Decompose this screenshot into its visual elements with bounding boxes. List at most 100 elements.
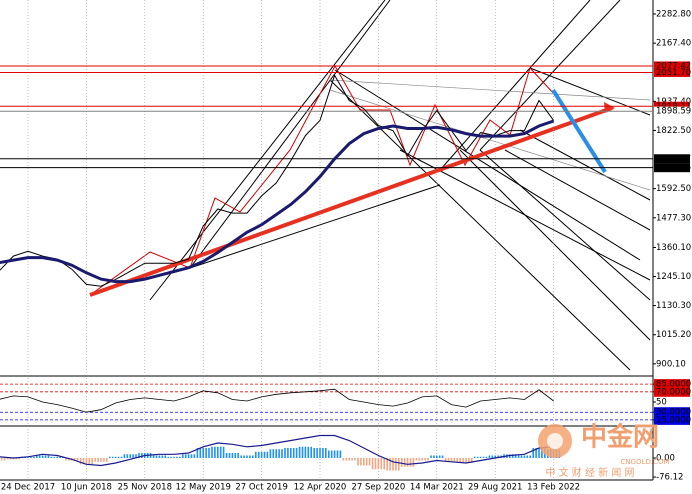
macd-bar	[205, 448, 207, 458]
macd-bar	[94, 458, 96, 462]
macd-bar	[129, 454, 131, 458]
x-tick-label: 27 Sep 2020	[351, 483, 405, 493]
macd-bar	[126, 454, 129, 458]
macd-bar	[450, 458, 453, 462]
macd-line	[0, 434, 554, 467]
macd-bar	[389, 458, 391, 471]
macd-bar	[409, 458, 412, 467]
macd-bar	[401, 458, 403, 467]
price-line	[0, 119, 555, 284]
macd-bar	[109, 456, 111, 458]
macd-bar	[307, 446, 310, 458]
macd-bar	[395, 458, 397, 471]
macd-bar	[59, 456, 61, 458]
macd-bar	[444, 458, 447, 462]
macd-bar	[488, 455, 491, 458]
macd-bar	[97, 458, 99, 462]
macd-bar	[447, 458, 450, 462]
x-tick-label: 24 Dec 2017	[1, 483, 55, 493]
macd-bar	[141, 453, 143, 458]
macd-bar	[278, 449, 280, 458]
macd-bar	[541, 448, 543, 458]
macd-bar	[301, 446, 304, 458]
macd-bar	[120, 456, 123, 458]
macd-bar	[135, 454, 137, 458]
macd-bar	[333, 450, 336, 458]
macd-bar	[73, 458, 76, 461]
macd-bar	[438, 455, 441, 458]
macd-bar	[339, 450, 342, 458]
macd-bar	[103, 458, 105, 462]
macd-bar	[161, 455, 164, 458]
macd-bar	[523, 455, 526, 458]
macd-bar	[179, 456, 181, 458]
level-box	[654, 154, 690, 164]
macd-bar	[368, 458, 371, 466]
macd-bar	[360, 458, 362, 466]
macd-bar	[44, 455, 47, 458]
x-tick-label: 25 Nov 2018	[118, 483, 172, 493]
macd-bar	[310, 446, 312, 458]
macd-bar	[38, 455, 41, 458]
macd-bar	[465, 458, 467, 463]
macd-bar	[222, 446, 225, 458]
macd-bar	[436, 455, 438, 458]
y-tick-label: 30.0000	[656, 408, 691, 418]
watermark-url: CNGOLD.COM	[620, 458, 669, 466]
macd-bar	[386, 458, 388, 471]
y-tick-label: 2282.80	[656, 9, 691, 19]
macd-bar	[196, 448, 199, 458]
macd-bar	[243, 455, 245, 458]
macd-bar	[412, 458, 415, 467]
level-box	[654, 101, 690, 111]
macd-bar	[292, 448, 295, 458]
macd-bar	[336, 450, 339, 458]
macd-bar	[53, 456, 56, 458]
macd-bar	[287, 448, 289, 458]
macd-bar	[246, 455, 248, 458]
macd-bar	[138, 453, 140, 458]
macd-bar	[76, 458, 79, 461]
macd-bar	[106, 458, 108, 462]
y-tick-label: 1245.10	[656, 272, 691, 282]
y-tick-label: 1015.20	[656, 330, 691, 340]
macd-bar	[3, 458, 6, 461]
y-tick-label: 1477.30	[656, 213, 691, 223]
x-tick-label: 12 Apr 2020	[294, 483, 347, 493]
macd-bar	[348, 458, 350, 461]
y-tick-label: -76.12	[656, 473, 683, 483]
macd-bar	[234, 453, 237, 458]
macd-bar	[9, 458, 12, 460]
macd-bar	[65, 458, 67, 461]
macd-bar	[325, 448, 327, 458]
macd-bar	[351, 458, 353, 461]
macd-bar	[208, 448, 210, 458]
y-tick-label: 1130.30	[656, 301, 691, 311]
y-tick-label: 900.10	[656, 359, 686, 369]
level-label: 1710.57	[656, 154, 691, 164]
macd-bar	[214, 446, 216, 458]
watermark-main: 中金网	[581, 422, 659, 453]
macd-bar	[193, 454, 196, 458]
macd-bar	[132, 454, 134, 458]
macd-bar	[187, 454, 190, 458]
macd-bar	[497, 455, 499, 458]
watermark-logo	[547, 433, 563, 449]
macd-bar	[30, 456, 32, 458]
macd-bar	[252, 455, 254, 458]
macd-bar	[474, 456, 476, 458]
macd-bar	[260, 451, 263, 458]
macd-bar	[6, 458, 9, 460]
macd-bar	[155, 455, 158, 458]
macd-bar	[424, 458, 426, 461]
macd-bar	[403, 458, 406, 467]
macd-bar	[263, 451, 266, 458]
x-tick-label: 10 Jun 2018	[61, 483, 112, 493]
level-label: 1898.59	[656, 107, 691, 117]
level-label: 2051.70	[656, 68, 691, 78]
macd-bar	[365, 458, 368, 466]
macd-bar	[319, 448, 321, 458]
macd-bar	[485, 456, 488, 458]
macd-bar	[494, 455, 496, 458]
